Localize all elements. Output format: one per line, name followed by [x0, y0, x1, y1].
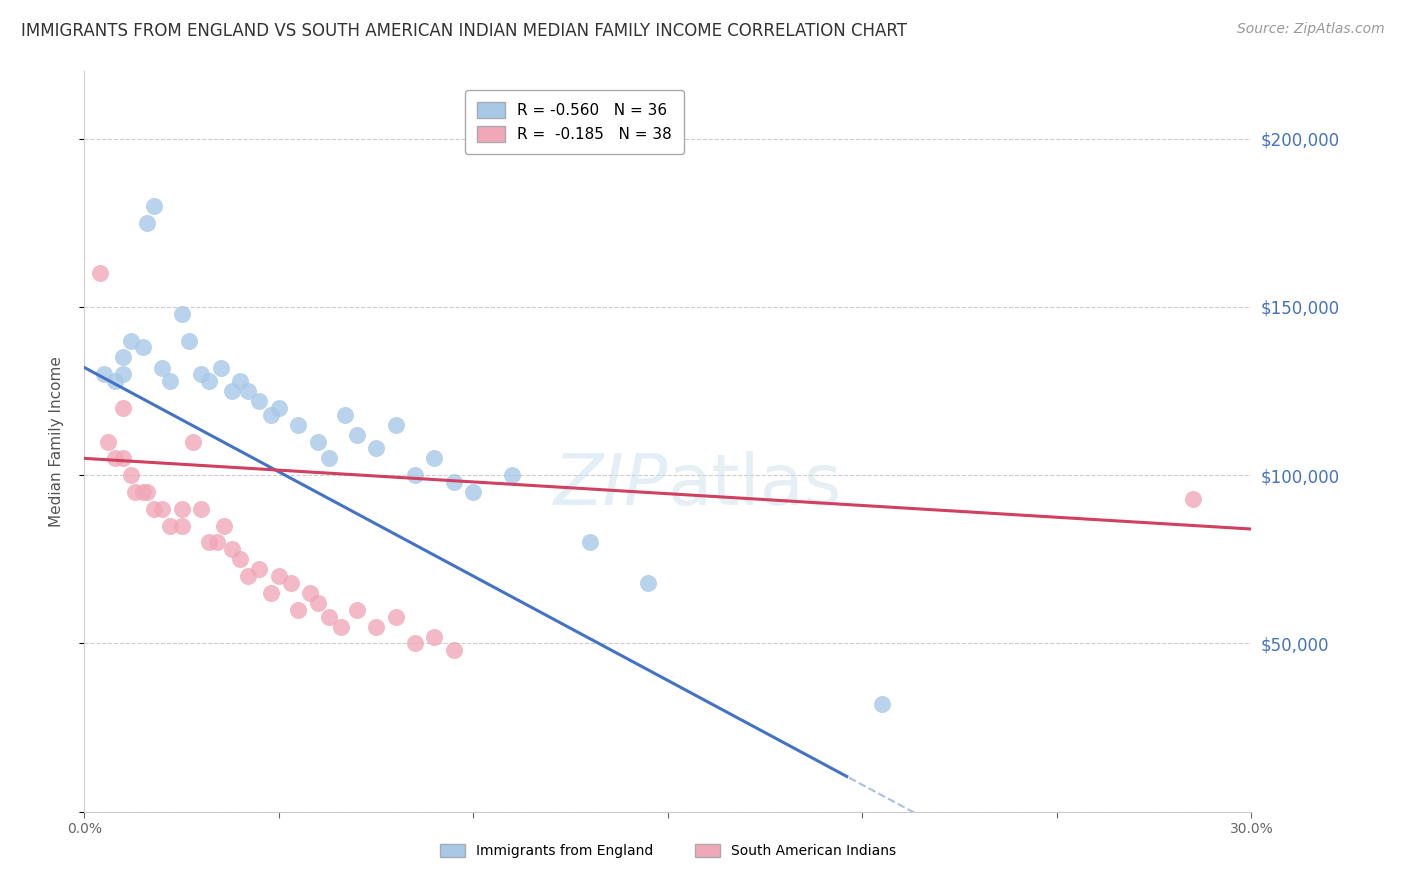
Point — [423, 451, 446, 466]
Point — [423, 630, 446, 644]
Point — [298, 586, 321, 600]
Point — [1181, 491, 1204, 506]
Point — [97, 434, 120, 449]
Point — [112, 451, 135, 466]
Point — [579, 535, 602, 549]
Point — [143, 199, 166, 213]
Point — [384, 609, 406, 624]
Legend: Immigrants from England, South American Indians: Immigrants from England, South American … — [434, 838, 901, 864]
Point — [249, 562, 271, 576]
Point — [135, 485, 157, 500]
Point — [181, 434, 204, 449]
Text: atlas: atlas — [668, 451, 842, 520]
Point — [307, 434, 329, 449]
Point — [170, 518, 193, 533]
Point — [93, 368, 115, 382]
Point — [104, 374, 127, 388]
Point — [205, 535, 228, 549]
Point — [124, 485, 146, 500]
Point — [249, 394, 271, 409]
Point — [260, 586, 283, 600]
Point — [501, 468, 523, 483]
Point — [112, 401, 135, 415]
Point — [236, 384, 259, 398]
Point — [404, 636, 426, 650]
Text: ZIP: ZIP — [554, 451, 668, 520]
Point — [330, 619, 353, 633]
Text: IMMIGRANTS FROM ENGLAND VS SOUTH AMERICAN INDIAN MEDIAN FAMILY INCOME CORRELATIO: IMMIGRANTS FROM ENGLAND VS SOUTH AMERICA… — [21, 22, 907, 40]
Point — [307, 596, 329, 610]
Point — [333, 408, 356, 422]
Point — [170, 501, 193, 516]
Point — [132, 485, 155, 500]
Point — [159, 374, 181, 388]
Point — [150, 501, 173, 516]
Point — [346, 427, 368, 442]
Point — [637, 575, 659, 590]
Point — [179, 334, 201, 348]
Point — [318, 451, 340, 466]
Text: Source: ZipAtlas.com: Source: ZipAtlas.com — [1237, 22, 1385, 37]
Point — [236, 569, 259, 583]
Point — [287, 603, 309, 617]
Point — [198, 535, 221, 549]
Point — [443, 475, 465, 489]
Point — [135, 216, 157, 230]
Point — [366, 619, 388, 633]
Point — [190, 501, 212, 516]
Point — [318, 609, 340, 624]
Point — [229, 374, 252, 388]
Point — [221, 542, 243, 557]
Point — [366, 442, 388, 456]
Point — [346, 603, 368, 617]
Point — [132, 340, 155, 354]
Point — [112, 351, 135, 365]
Point — [870, 697, 893, 711]
Point — [404, 468, 426, 483]
Point — [209, 360, 232, 375]
Point — [112, 368, 135, 382]
Point — [287, 417, 309, 432]
Point — [463, 485, 485, 500]
Point — [190, 368, 212, 382]
Point — [267, 401, 290, 415]
Point — [120, 334, 142, 348]
Point — [104, 451, 127, 466]
Point — [198, 374, 221, 388]
Point — [221, 384, 243, 398]
Point — [384, 417, 406, 432]
Point — [89, 266, 111, 280]
Point — [267, 569, 290, 583]
Point — [280, 575, 302, 590]
Y-axis label: Median Family Income: Median Family Income — [49, 356, 63, 527]
Point — [229, 552, 252, 566]
Point — [214, 518, 236, 533]
Point — [260, 408, 283, 422]
Point — [120, 468, 142, 483]
Point — [170, 307, 193, 321]
Point — [159, 518, 181, 533]
Point — [443, 643, 465, 657]
Point — [143, 501, 166, 516]
Point — [150, 360, 173, 375]
